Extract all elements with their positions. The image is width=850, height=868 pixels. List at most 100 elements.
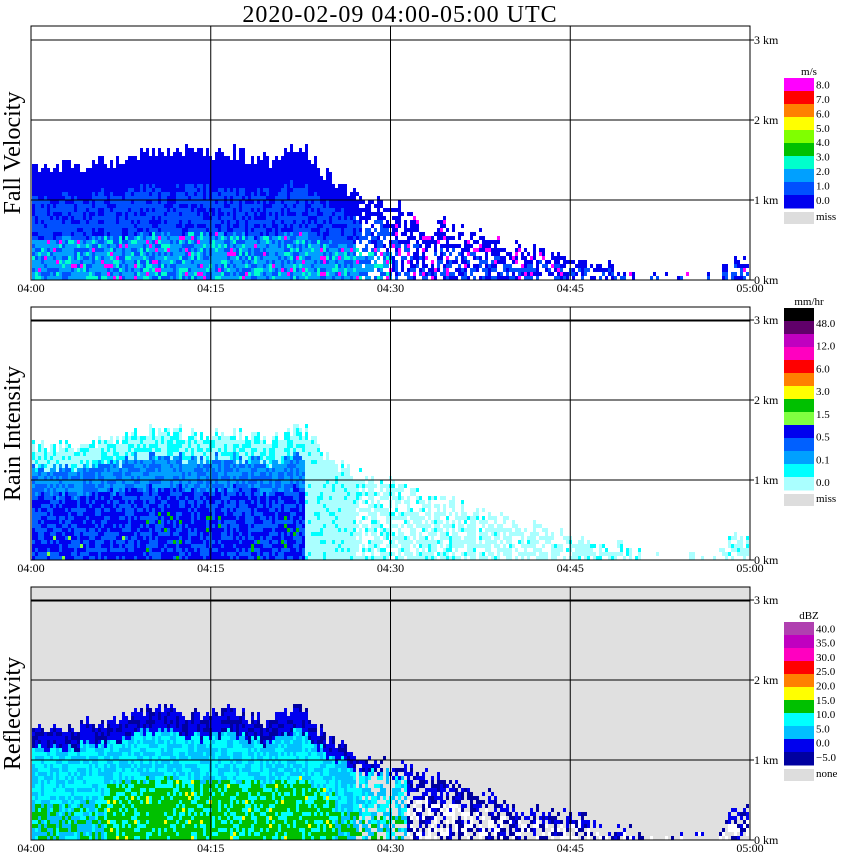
colorbar-label: 15.0 <box>816 695 836 707</box>
colorbar-label: 1.5 <box>816 409 830 421</box>
colorbar-swatch <box>784 347 814 361</box>
colorbar-label: 0.0 <box>816 195 830 207</box>
colorbar-unit: dBZ <box>799 610 819 622</box>
plot-frame <box>30 306 751 561</box>
x-tick-label: 05:00 <box>736 841 763 855</box>
x-tick-label: 04:45 <box>557 561 584 575</box>
colorbar-swatch <box>784 412 814 426</box>
panel-rain-intensity: 04:00 04:15 04:30 04:45 05:000 km 1 km 2 km 3 k… <box>0 296 836 575</box>
y-tick-label: 0 km <box>754 553 779 567</box>
colorbar-label: 30.0 <box>816 652 836 664</box>
colorbar-missing-label: miss <box>816 493 836 505</box>
y-axis-label: Rain Intensity <box>0 366 26 501</box>
echo-field <box>32 144 749 280</box>
colorbar: mm/hr 48.0 12.0 6.0 3.0 1.5 0.5 0.1 0.0 miss <box>784 296 836 506</box>
colorbar-label: 0.0 <box>816 738 830 750</box>
y-tick-label: 0 km <box>754 273 779 287</box>
plot-frame <box>30 586 751 841</box>
colorbar-missing-swatch <box>784 212 814 224</box>
colorbar-swatch <box>784 739 814 753</box>
colorbar-swatch <box>784 648 814 662</box>
colorbar-missing-label: miss <box>816 211 836 223</box>
colorbar-label: 40.0 <box>816 623 836 635</box>
colorbar-swatch <box>784 674 814 688</box>
x-tick-label: 05:00 <box>736 561 763 575</box>
y-tick-label: 3 km <box>754 313 779 327</box>
colorbar-swatch <box>784 713 814 727</box>
y-tick-label: 1 km <box>754 473 779 487</box>
colorbar-unit: mm/hr <box>794 296 824 308</box>
colorbar-label: 3.0 <box>816 152 830 164</box>
chart-title: 2020-02-09 04:00-05:00 UTC <box>242 2 558 28</box>
colorbar-label: 10.0 <box>816 709 836 721</box>
colorbar-swatch <box>784 334 814 348</box>
y-tick-label: 3 km <box>754 593 779 607</box>
colorbar-swatch <box>784 700 814 714</box>
x-tick-label: 04:45 <box>557 841 584 855</box>
colorbar-missing-swatch <box>784 494 814 506</box>
colorbar-swatch <box>784 104 814 118</box>
x-tick-label: 04:30 <box>377 841 404 855</box>
colorbar-swatch <box>784 143 814 157</box>
colorbar-label: 5.0 <box>816 123 830 135</box>
y-tick-label: 3 km <box>754 33 779 47</box>
colorbar-label: 25.0 <box>816 666 836 678</box>
panel-reflectivity: 04:00 04:15 04:30 04:45 05:000 km 1 km 2 km 3 k… <box>0 586 838 855</box>
x-tick-label: 04:15 <box>197 841 224 855</box>
colorbar-swatch <box>784 752 814 766</box>
colorbar-label: 4.0 <box>816 137 830 149</box>
colorbar-missing-swatch <box>784 769 814 781</box>
colorbar-swatch <box>784 464 814 478</box>
colorbar-swatch <box>784 308 814 322</box>
y-tick-label: 1 km <box>754 753 779 767</box>
colorbar-label: 48.0 <box>816 318 836 330</box>
colorbar-label: 6.0 <box>816 108 830 120</box>
colorbar-label: 20.0 <box>816 681 836 693</box>
colorbar-label: 6.0 <box>816 363 830 375</box>
colorbar-swatch <box>784 399 814 413</box>
echo-field <box>32 424 749 560</box>
colorbar-label: 35.0 <box>816 638 836 650</box>
y-axis-label: Fall Velocity <box>0 92 26 215</box>
colorbar-swatch <box>784 386 814 400</box>
plot-frame <box>30 25 751 281</box>
x-tick-label: 04:15 <box>197 281 224 295</box>
colorbar-label: 8.0 <box>816 79 830 91</box>
colorbar-swatch <box>784 477 814 491</box>
colorbar-swatch <box>784 91 814 105</box>
colorbar-swatch <box>784 373 814 387</box>
colorbar-swatch <box>784 451 814 465</box>
colorbar-swatch <box>784 360 814 374</box>
panel-fall-velocity: 04:00 04:15 04:30 04:45 05:000 km 1 km 2 km 3 k… <box>0 25 836 295</box>
colorbar-swatch <box>784 78 814 92</box>
y-tick-label: 2 km <box>754 673 779 687</box>
colorbar-unit: m/s <box>801 66 817 78</box>
colorbar-swatch <box>784 156 814 170</box>
colorbar-label: 5.0 <box>816 723 830 735</box>
colorbar-swatch <box>784 622 814 636</box>
x-tick-label: 04:45 <box>557 281 584 295</box>
y-tick-label: 2 km <box>754 393 779 407</box>
x-tick-label: 04:30 <box>377 561 404 575</box>
y-axis-label: Reflectivity <box>0 657 26 770</box>
colorbar-swatch <box>784 661 814 675</box>
x-tick-label: 04:30 <box>377 281 404 295</box>
colorbar-swatch <box>784 438 814 452</box>
colorbar-label: 0.0 <box>816 477 830 489</box>
colorbar-swatch <box>784 195 814 209</box>
colorbar-swatch <box>784 687 814 701</box>
colorbar-swatch <box>784 635 814 649</box>
colorbar-swatch <box>784 321 814 335</box>
colorbar-label: −5.0 <box>816 752 836 764</box>
colorbar-label: 2.0 <box>816 166 830 178</box>
x-tick-label: 05:00 <box>736 281 763 295</box>
colorbar-label: 12.0 <box>816 341 836 353</box>
colorbar-missing-label: none <box>816 768 838 780</box>
x-tick-label: 04:00 <box>17 841 44 855</box>
colorbar-swatch <box>784 117 814 131</box>
colorbar-label: 1.0 <box>816 181 830 193</box>
x-tick-label: 04:00 <box>17 281 44 295</box>
y-tick-label: 0 km <box>754 833 779 847</box>
